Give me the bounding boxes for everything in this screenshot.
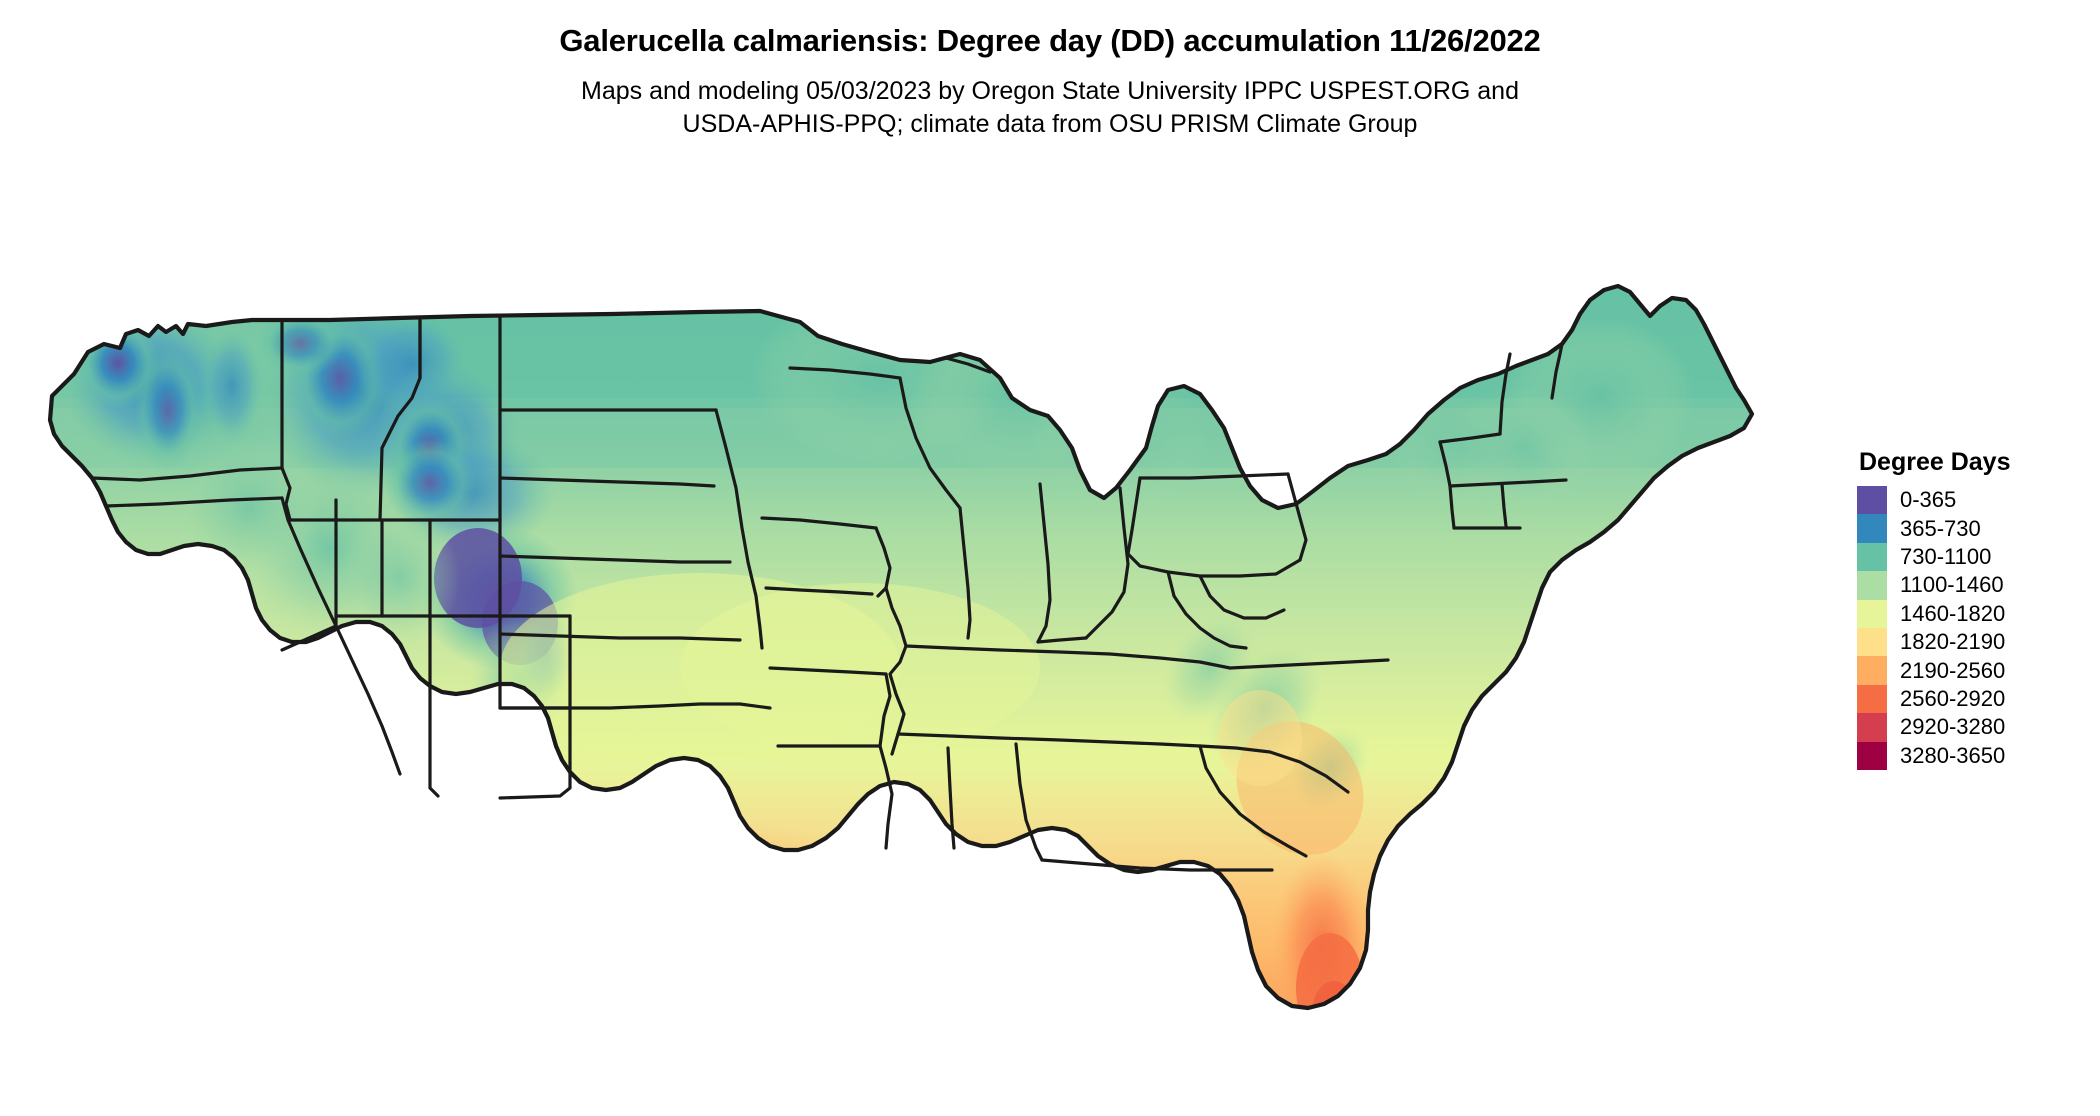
subtitle-line-1: Maps and modeling 05/03/2023 by Oregon S… (581, 76, 1519, 105)
legend-items: 0-365 365-730 730-1100 1100-1460 1460-1820 18… (1857, 486, 2097, 770)
legend-row: 2920-3280 (1857, 713, 2097, 742)
legend-label: 0-365 (1900, 487, 1957, 513)
legend-swatch (1857, 656, 1887, 685)
legend-label: 3280-3650 (1900, 742, 2006, 768)
legend-label: 1100-1460 (1900, 572, 2004, 598)
map-subtitle: Maps and modeling 05/03/2023 by Oregon S… (0, 75, 2100, 141)
legend-swatch (1857, 542, 1887, 572)
legend-swatch (1857, 627, 1887, 657)
legend-swatch (1857, 713, 1887, 742)
legend-swatch (1857, 741, 1887, 770)
legend-row: 1100-1460 (1857, 571, 2097, 600)
legend-label: 1820-2190 (1900, 629, 2006, 655)
map-legend: Degree Days 0-365 365-730 730-1100 1100-146… (1857, 448, 2097, 770)
legend-row: 2190-2560 (1857, 656, 2097, 685)
legend-row: 0-365 (1857, 486, 2097, 515)
legend-swatch (1857, 684, 1887, 714)
legend-row: 2560-2920 (1857, 684, 2097, 714)
legend-label: 2190-2560 (1900, 657, 2006, 683)
legend-label: 1460-1820 (1900, 600, 2006, 626)
legend-swatch (1857, 486, 1887, 515)
us-map-svg (47, 283, 1755, 1011)
map-raster-layer (50, 286, 1752, 1008)
legend-label: 2560-2920 (1900, 685, 2006, 711)
subtitle-line-2: USDA-APHIS-PPQ; climate data from OSU PR… (682, 109, 1418, 138)
legend-row: 365-730 (1857, 514, 2097, 543)
map-borders-layer (47, 283, 1755, 1011)
legend-label: 730-1100 (1900, 543, 1992, 569)
legend-swatch (1857, 599, 1887, 628)
choropleth-map (0, 148, 1830, 1108)
legend-label: 365-730 (1900, 515, 1981, 541)
legend-row: 1460-1820 (1857, 599, 2097, 628)
legend-swatch (1857, 514, 1887, 543)
legend-label: 2920-3280 (1900, 714, 2006, 740)
legend-row: 3280-3650 (1857, 741, 2097, 770)
legend-row: 1820-2190 (1857, 627, 2097, 657)
page-title: Galerucella calmariensis: Degree day (DD… (559, 23, 1541, 58)
legend-swatch (1857, 571, 1887, 600)
map-header: Galerucella calmariensis: Degree day (DD… (0, 0, 2100, 141)
legend-row: 730-1100 (1857, 542, 2097, 572)
legend-title: Degree Days (1859, 448, 2011, 476)
